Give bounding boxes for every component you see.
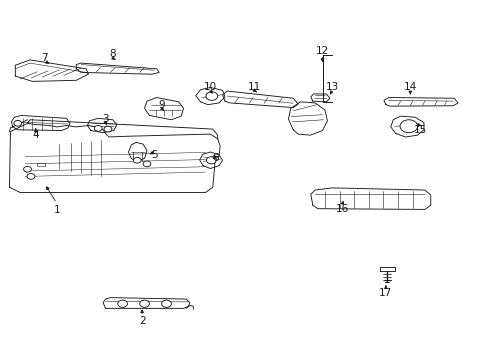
Circle shape (206, 157, 216, 164)
Polygon shape (103, 298, 189, 309)
Polygon shape (11, 116, 70, 131)
Text: 5: 5 (151, 150, 157, 160)
Polygon shape (288, 102, 327, 135)
Polygon shape (379, 267, 394, 271)
Polygon shape (383, 98, 457, 106)
Polygon shape (15, 60, 88, 81)
Text: 11: 11 (247, 82, 260, 92)
Polygon shape (195, 87, 224, 105)
Circle shape (133, 157, 141, 163)
Circle shape (94, 126, 102, 131)
Circle shape (140, 300, 149, 307)
Circle shape (161, 300, 171, 307)
Text: 7: 7 (41, 53, 48, 63)
Text: 12: 12 (315, 46, 328, 56)
Circle shape (104, 126, 112, 132)
Polygon shape (199, 152, 222, 168)
Text: 13: 13 (325, 82, 338, 92)
Polygon shape (222, 91, 298, 108)
Polygon shape (310, 188, 430, 210)
Text: 17: 17 (379, 288, 392, 298)
Circle shape (399, 120, 417, 133)
Text: 9: 9 (158, 100, 164, 110)
Polygon shape (310, 94, 329, 102)
Text: 16: 16 (335, 204, 348, 214)
Circle shape (14, 121, 21, 126)
Polygon shape (9, 123, 220, 193)
Text: 10: 10 (203, 82, 217, 92)
Polygon shape (76, 63, 159, 74)
Circle shape (205, 92, 217, 100)
Text: 15: 15 (412, 125, 426, 135)
Circle shape (143, 161, 151, 167)
Polygon shape (390, 116, 423, 137)
Circle shape (27, 174, 35, 179)
Polygon shape (87, 118, 117, 133)
Circle shape (118, 300, 127, 307)
Text: 3: 3 (102, 114, 109, 124)
Text: 14: 14 (403, 82, 416, 92)
Polygon shape (128, 142, 147, 161)
Polygon shape (144, 98, 183, 120)
Text: 8: 8 (109, 49, 116, 59)
Text: 6: 6 (211, 153, 218, 163)
Text: 2: 2 (139, 316, 145, 325)
Text: 4: 4 (32, 130, 39, 140)
Text: 1: 1 (53, 206, 60, 216)
Circle shape (23, 166, 31, 172)
